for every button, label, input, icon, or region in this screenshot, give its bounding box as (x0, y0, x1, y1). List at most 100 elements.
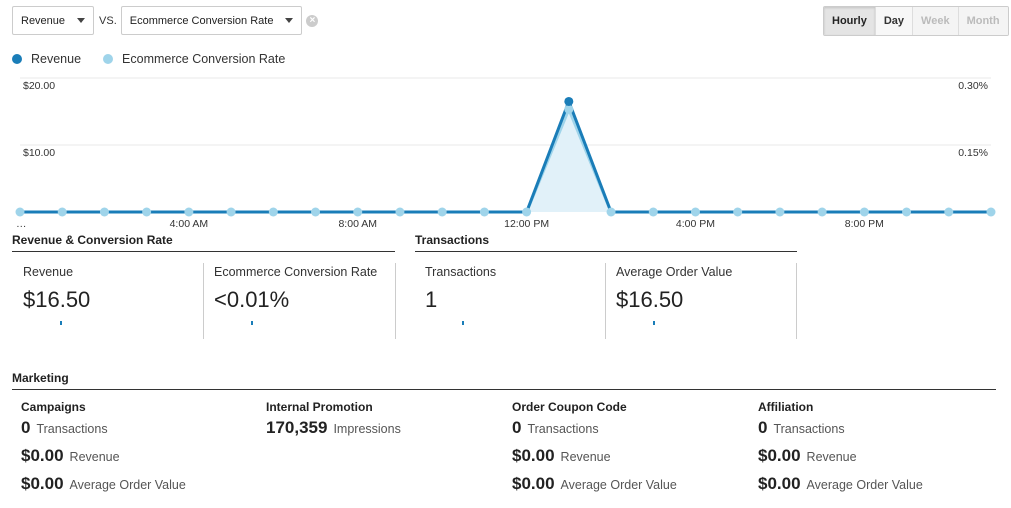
metric-value: 1 (425, 287, 438, 312)
conversion-data-point (15, 207, 25, 217)
metric-transactions[interactable]: Transactions 1 (395, 263, 605, 339)
metric-selector-bar: Revenue VS. Ecommerce Conversion Rate × (12, 6, 319, 35)
revenue-series-line (20, 97, 991, 214)
marketing-value: $0.00 (21, 474, 64, 493)
x-tick-label: 8:00 PM (845, 218, 884, 230)
conversion-data-point (775, 207, 785, 217)
conversion-data-point (690, 207, 700, 217)
metric-label: Revenue (23, 265, 74, 279)
marketing-row: 0 Transactions (512, 418, 677, 438)
metric-revenue[interactable]: Revenue $16.50 (13, 263, 203, 339)
legend-dot-icon (12, 54, 22, 64)
clear-comparison-icon[interactable]: × (306, 14, 319, 27)
marketing-unit: Transactions (36, 422, 108, 436)
legend-item-revenue[interactable]: Revenue (12, 52, 81, 66)
marketing-row: $0.00 Revenue (512, 446, 677, 466)
marketing-row: $0.00 Revenue (758, 446, 923, 466)
metric-label: Ecommerce Conversion Rate (214, 265, 378, 279)
marketing-value: $0.00 (758, 446, 801, 465)
metric-label: Transactions (425, 265, 497, 279)
marketing-row: $0.00 Average Order Value (512, 474, 677, 494)
marketing-row: $0.00 Revenue (21, 446, 186, 466)
marketing-row: 170,359 Impressions (266, 418, 401, 438)
conversion-data-point (986, 207, 996, 217)
marketing-unit: Impressions (333, 422, 401, 436)
conversion-data-point (606, 207, 616, 217)
marketing-unit: Average Order Value (806, 478, 923, 492)
x-tick-label: 4:00 AM (170, 218, 209, 230)
comparison-metric-dropdown[interactable]: Ecommerce Conversion Rate (120, 6, 303, 35)
marketing-unit: Transactions (527, 422, 599, 436)
chevron-down-icon (77, 18, 86, 23)
comparison-metric-label: Ecommerce Conversion Rate (129, 14, 274, 27)
marketing-heading[interactable]: Internal Promotion (266, 400, 373, 414)
section-title-transactions: Transactions (415, 233, 797, 252)
conversion-data-point (648, 207, 658, 217)
conversion-data-point (437, 207, 447, 217)
y-right-tick-label: 0.30% (958, 80, 988, 92)
conversion-data-point (142, 207, 152, 217)
conversion-data-point (817, 207, 827, 217)
revenue-data-point (564, 96, 574, 106)
marketing-unit: Revenue (69, 450, 120, 464)
metric-label: Average Order Value (616, 265, 733, 279)
conversion-data-point (184, 207, 194, 217)
y-right-tick-label: 0.15% (958, 147, 988, 159)
marketing-value: 0 (512, 418, 522, 437)
week-button: Week (913, 7, 959, 35)
sparkline (653, 321, 655, 325)
metric-average-order-value[interactable]: Average Order Value $16.50 (605, 263, 797, 339)
conversion-data-point (226, 207, 236, 217)
time-granularity-toggle: Hourly Day Week Month (823, 6, 1009, 36)
marketing-unit: Revenue (806, 450, 857, 464)
legend-label: Ecommerce Conversion Rate (122, 52, 286, 66)
conversion-data-point (902, 207, 912, 217)
conversion-data-point (353, 207, 363, 217)
marketing-row: 0 Transactions (758, 418, 923, 438)
primary-metric-dropdown[interactable]: Revenue (12, 6, 95, 35)
primary-metric-label: Revenue (21, 14, 66, 27)
sparkline (251, 321, 253, 325)
conversion-data-point (733, 207, 743, 217)
month-button: Month (958, 7, 1008, 35)
marketing-unit: Revenue (560, 450, 611, 464)
marketing-campaigns: Campaigns 0 Transactions $0.00 Revenue $… (21, 400, 186, 494)
section-title-revenue-conversion: Revenue & Conversion Rate (12, 233, 395, 252)
legend-dot-icon (103, 54, 114, 64)
y-left-tick-label: $10.00 (23, 147, 55, 159)
x-tick-label: … (16, 218, 27, 230)
marketing-heading[interactable]: Order Coupon Code (512, 400, 627, 414)
metric-value: $16.50 (616, 287, 684, 312)
marketing-value: $0.00 (21, 446, 64, 465)
marketing-unit: Average Order Value (69, 478, 186, 492)
hourly-button[interactable]: Hourly (824, 7, 876, 35)
x-tick-label: 12:00 PM (504, 218, 549, 230)
marketing-row: 0 Transactions (21, 418, 186, 438)
x-tick-label: 4:00 PM (676, 218, 715, 230)
metric-conversion-rate[interactable]: Ecommerce Conversion Rate <0.01% (203, 263, 395, 339)
x-tick-label: 8:00 AM (338, 218, 377, 230)
conversion-data-point (944, 207, 954, 217)
marketing-value: $0.00 (758, 474, 801, 493)
conversion-data-point (57, 207, 67, 217)
marketing-heading[interactable]: Campaigns (21, 400, 86, 414)
day-button[interactable]: Day (875, 7, 914, 35)
marketing-order-coupon-code: Order Coupon Code 0 Transactions $0.00 R… (512, 400, 677, 494)
marketing-value: $0.00 (512, 446, 555, 465)
marketing-unit: Transactions (773, 422, 845, 436)
vs-label: VS. (99, 14, 117, 27)
conversion-data-point (479, 207, 489, 217)
sparkline (462, 321, 464, 325)
conversion-area (20, 109, 991, 212)
conversion-series-line (20, 105, 991, 214)
marketing-heading[interactable]: Affiliation (758, 400, 814, 414)
section-title-marketing: Marketing (12, 371, 996, 390)
conversion-data-point (859, 207, 869, 217)
y-left-tick-label: $20.00 (23, 80, 55, 92)
marketing-row: $0.00 Average Order Value (21, 474, 186, 494)
marketing-unit: Average Order Value (560, 478, 677, 492)
sparkline (60, 321, 62, 325)
conversion-data-point (564, 104, 574, 114)
legend-item-conversion[interactable]: Ecommerce Conversion Rate (103, 52, 285, 66)
marketing-internal-promotion: Internal Promotion 170,359 Impressions (266, 400, 401, 438)
